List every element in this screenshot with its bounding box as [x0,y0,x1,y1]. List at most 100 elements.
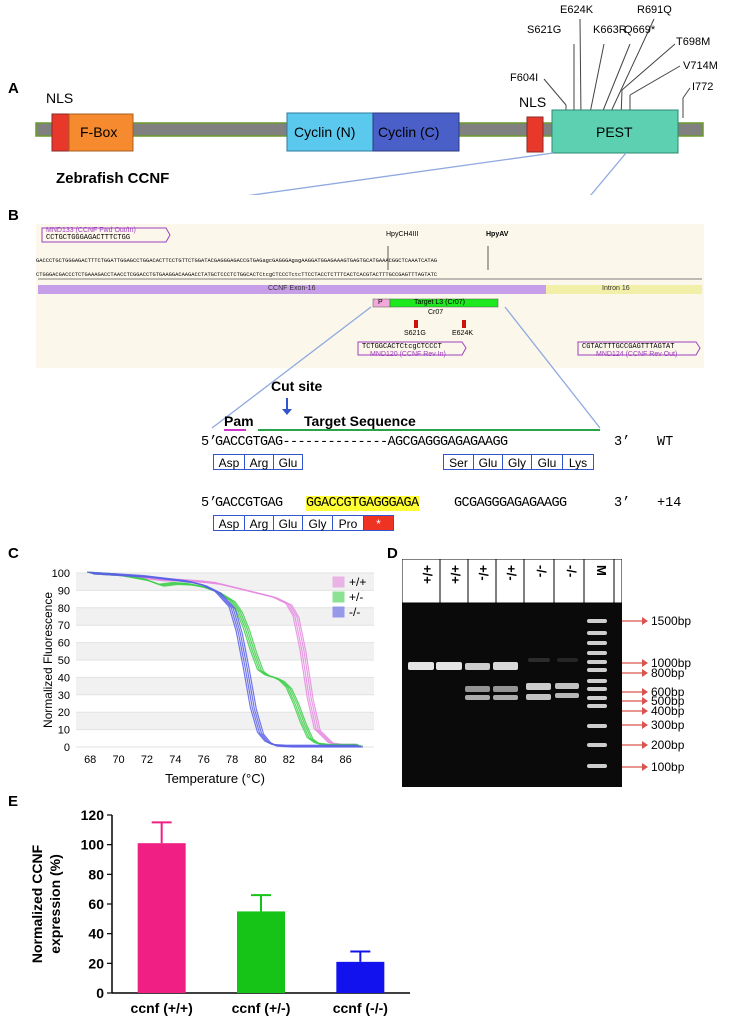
zoom-lines [211,306,601,431]
x-tick-label: 84 [311,754,323,766]
cr07-label: Cr07 [428,309,444,316]
aa-box: Glu [531,454,563,470]
ladder-arrowhead [642,721,648,729]
x-tick-label: ccnf (-/-) [333,1000,388,1016]
band [555,693,579,698]
band [493,686,518,692]
band [436,662,462,670]
ladder-label: 300bp [651,718,685,732]
band [555,683,579,689]
aa-box: Glu [273,515,303,531]
x-axis-label: Temperature (°C) [165,771,265,786]
fbox-label: F-Box [80,124,118,140]
y-tick-label: 80 [58,603,70,615]
ladder-band [587,764,607,768]
gel-image: +/+ +/+ +/- +/- -/- -/- M [402,559,622,787]
y-tick-label: 120 [81,807,105,823]
mut-label-s621g: S621G [404,330,426,337]
cyclin-n-domain [286,112,374,152]
grid-band [76,712,374,730]
ladder-band [587,631,607,635]
ladder-label: 800bp [651,666,685,680]
band [528,658,550,662]
sequence-top-strand: GACCCTGCTGGGAGACTTTCTGGATTGGAGCCTGGACACT… [36,258,438,264]
ladder-band [587,651,607,655]
bar [137,843,186,993]
ladder-band [587,679,607,683]
aa-box: Asp [213,454,245,470]
y-tick-label: 100 [81,837,105,853]
y-tick-label: 20 [88,955,104,971]
wt-suffix: 3’ [614,435,631,450]
gel-lane-label: +/+ [448,565,463,584]
band [526,683,551,690]
band [526,694,551,700]
x-tick-label: 70 [112,754,124,766]
target-feature-label: Target L3 (Cr07) [414,299,465,306]
cyclin-c-domain [372,112,460,152]
y-tick-label: 50 [58,655,70,667]
ladder-band [587,724,607,728]
panel-d-letter: D [387,545,398,562]
cyclin-c-label: Cyclin (C) [378,124,440,140]
expression-bar-chart: 0 20 40 60 80 100 120 Normalized CCNF expression… [29,807,410,1016]
x-tick-label: 78 [226,754,238,766]
intron-label: Intron 16 [602,285,630,292]
x-tick-label: 74 [169,754,181,766]
ladder-band [587,696,607,700]
legend-swatch [332,576,345,588]
panel-a-diagram [35,18,704,195]
melt-curve-chart: 0 10 20 30 40 50 60 70 80 90 100 68 70 72 74 76 78 80 82 84… [41,568,374,786]
grid-band [76,677,374,695]
exon-label: CCNF Exon-16 [268,285,316,292]
wt-sequence: GACCGTGAG--------------AGCGAGGGAGAGAAGG [215,435,508,450]
ladder-label: 1000bp [651,656,691,670]
y-tick-label: 0 [96,985,104,1001]
gel-lane-label: +/- [476,565,491,581]
aa-box: Arg [244,454,274,470]
ladder-arrowhead [642,763,648,771]
pest-domain [551,109,679,154]
ladder-label: 100bp [651,760,685,774]
bar [336,961,385,993]
ladder-band [587,704,607,708]
grid-band [76,642,374,660]
series-line-2 [87,571,357,745]
y-tick-label: 60 [88,896,104,912]
band [408,662,434,670]
ladder-arrowhead [642,669,648,677]
legend-swatch [332,606,345,618]
panel-e-letter: E [8,793,19,810]
pam-feature-label: P [378,299,383,306]
mutation-label: K663R [593,24,627,36]
aa-box: Glu [473,454,503,470]
ladder-arrowhead [642,688,648,696]
primer-fwd-seq: CCTGCTGGGAGACTTTCTGG [46,234,131,242]
gel-label-strip [402,559,622,604]
y-axis-label: Normalized Fluorescence [41,592,55,728]
stop-codon-box: * [363,515,394,531]
ladder-band [587,743,607,747]
band [493,695,518,700]
series-line-2 [91,572,361,747]
legend-label: +/+ [349,575,366,589]
target-sequence-label: Target Sequence [304,413,416,429]
ladder-arrowhead [642,617,648,625]
y-tick-label: 100 [52,568,70,580]
wt-tag: WT [657,435,674,450]
gel-lane-label: +/+ [420,565,435,584]
ladder-label: 200bp [651,738,685,752]
aa-box: Ser [443,454,474,470]
ladder-band [587,641,607,645]
x-tick-label: 76 [198,754,210,766]
mut-suffix: 3’ [614,496,631,511]
gel-lane-labels [402,559,622,603]
wt-prefix: 5’ [201,435,218,450]
gel-lane-label: -/- [534,565,549,577]
legend-label: +/- [349,590,363,604]
ladder-arrowhead [642,741,648,749]
ladder-arrowhead [642,697,648,705]
aa-box: Lys [562,454,594,470]
legend-swatch [332,591,345,603]
